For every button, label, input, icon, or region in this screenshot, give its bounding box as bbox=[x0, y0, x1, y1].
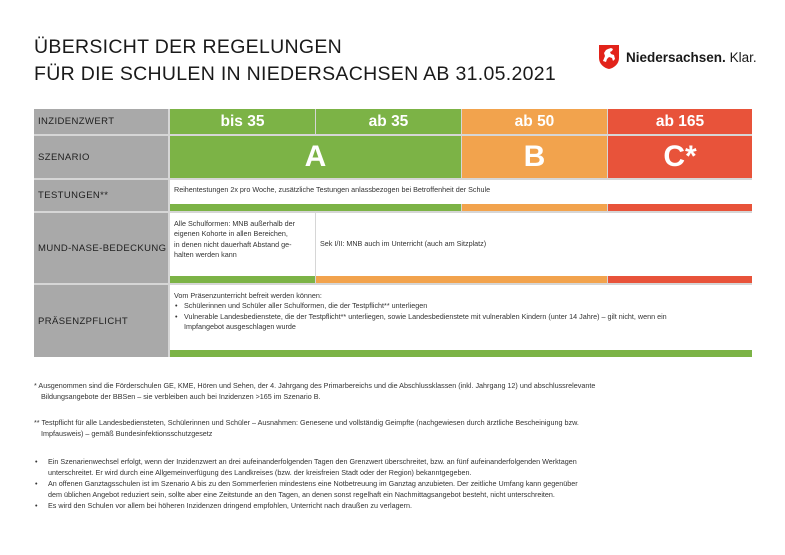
footnote-star: * Ausgenommen sind die Förderschulen GE,… bbox=[34, 381, 596, 401]
title-line-2: FÜR DIE SCHULEN IN NIEDERSACHSEN AB 31.0… bbox=[34, 63, 557, 85]
testing-bar-red bbox=[608, 204, 752, 211]
incidence-ab-165: ab 165 bbox=[608, 109, 752, 134]
title-line-1: ÜBERSICHT DER REGELUNGEN bbox=[34, 36, 343, 58]
testing-text: Reihentestungen 2x pro Woche, zusätzlich… bbox=[170, 180, 752, 204]
incidence-ab-35: ab 35 bbox=[316, 109, 461, 134]
label-mask: MUND-NASE-BEDECKUNG bbox=[34, 213, 168, 283]
note-item: Ein Szenarienwechsel erfolgt, wenn der I… bbox=[34, 456, 746, 478]
testing-bar-green bbox=[170, 204, 461, 211]
attendance-item: Schülerinnen und Schüler aller Schulform… bbox=[174, 301, 748, 312]
horse-shield-icon bbox=[599, 45, 619, 69]
label-incidence: INZIDENZWERT bbox=[34, 109, 168, 134]
niedersachsen-logo: Niedersachsen. Klar. bbox=[598, 44, 757, 70]
mask-bar-orange bbox=[316, 276, 607, 283]
incidence-bis-35: bis 35 bbox=[170, 109, 315, 134]
logo-wordmark: Niedersachsen. Klar. bbox=[626, 49, 757, 65]
regulations-table: INZIDENZWERT bis 35 ab 35 ab 50 ab 165 S… bbox=[34, 109, 752, 357]
attendance-item: Impfangebot ausgeschlagen wurde bbox=[174, 321, 748, 332]
attendance-intro: Vom Präsenzunterricht befreit werden kön… bbox=[174, 291, 322, 300]
label-testing: TESTUNGEN** bbox=[34, 180, 168, 211]
scenario-a: A bbox=[170, 136, 461, 178]
note-item: An offenen Ganztagsschulen ist im Szenar… bbox=[34, 478, 746, 500]
page-title: ÜBERSICHT DER REGELUNGEN FÜR DIE SCHULEN… bbox=[34, 34, 556, 88]
mask-bar-green bbox=[170, 276, 315, 283]
attendance-bar-green bbox=[170, 350, 752, 357]
mask-bar-red bbox=[608, 276, 752, 283]
incidence-ab-50: ab 50 bbox=[462, 109, 607, 134]
note-item: Es wird den Schulen vor allem bei höhere… bbox=[34, 500, 746, 511]
footnote-double-star: ** Testpflicht für alle Landesbedienstet… bbox=[34, 418, 579, 438]
mask-text-sek: Sek I/II: MNB auch im Unterricht (auch a… bbox=[316, 213, 752, 276]
attendance-item: Vulnerable Landesbedienstete, die der Te… bbox=[174, 312, 748, 323]
attendance-list: Schülerinnen und Schüler aller Schulform… bbox=[174, 301, 748, 332]
mask-text-all-schools: Alle Schulformen: MNB außerhalb der eige… bbox=[170, 213, 315, 276]
scenario-b: B bbox=[462, 136, 607, 178]
label-attendance: PRÄSENZPFLICHT bbox=[34, 285, 168, 357]
notes-list: Ein Szenarienwechsel erfolgt, wenn der I… bbox=[34, 456, 746, 511]
scenario-c: C* bbox=[608, 136, 752, 178]
testing-bar-orange bbox=[462, 204, 607, 211]
attendance-text: Vom Präsenzunterricht befreit werden kön… bbox=[170, 285, 752, 350]
label-scenario: SZENARIO bbox=[34, 136, 168, 178]
